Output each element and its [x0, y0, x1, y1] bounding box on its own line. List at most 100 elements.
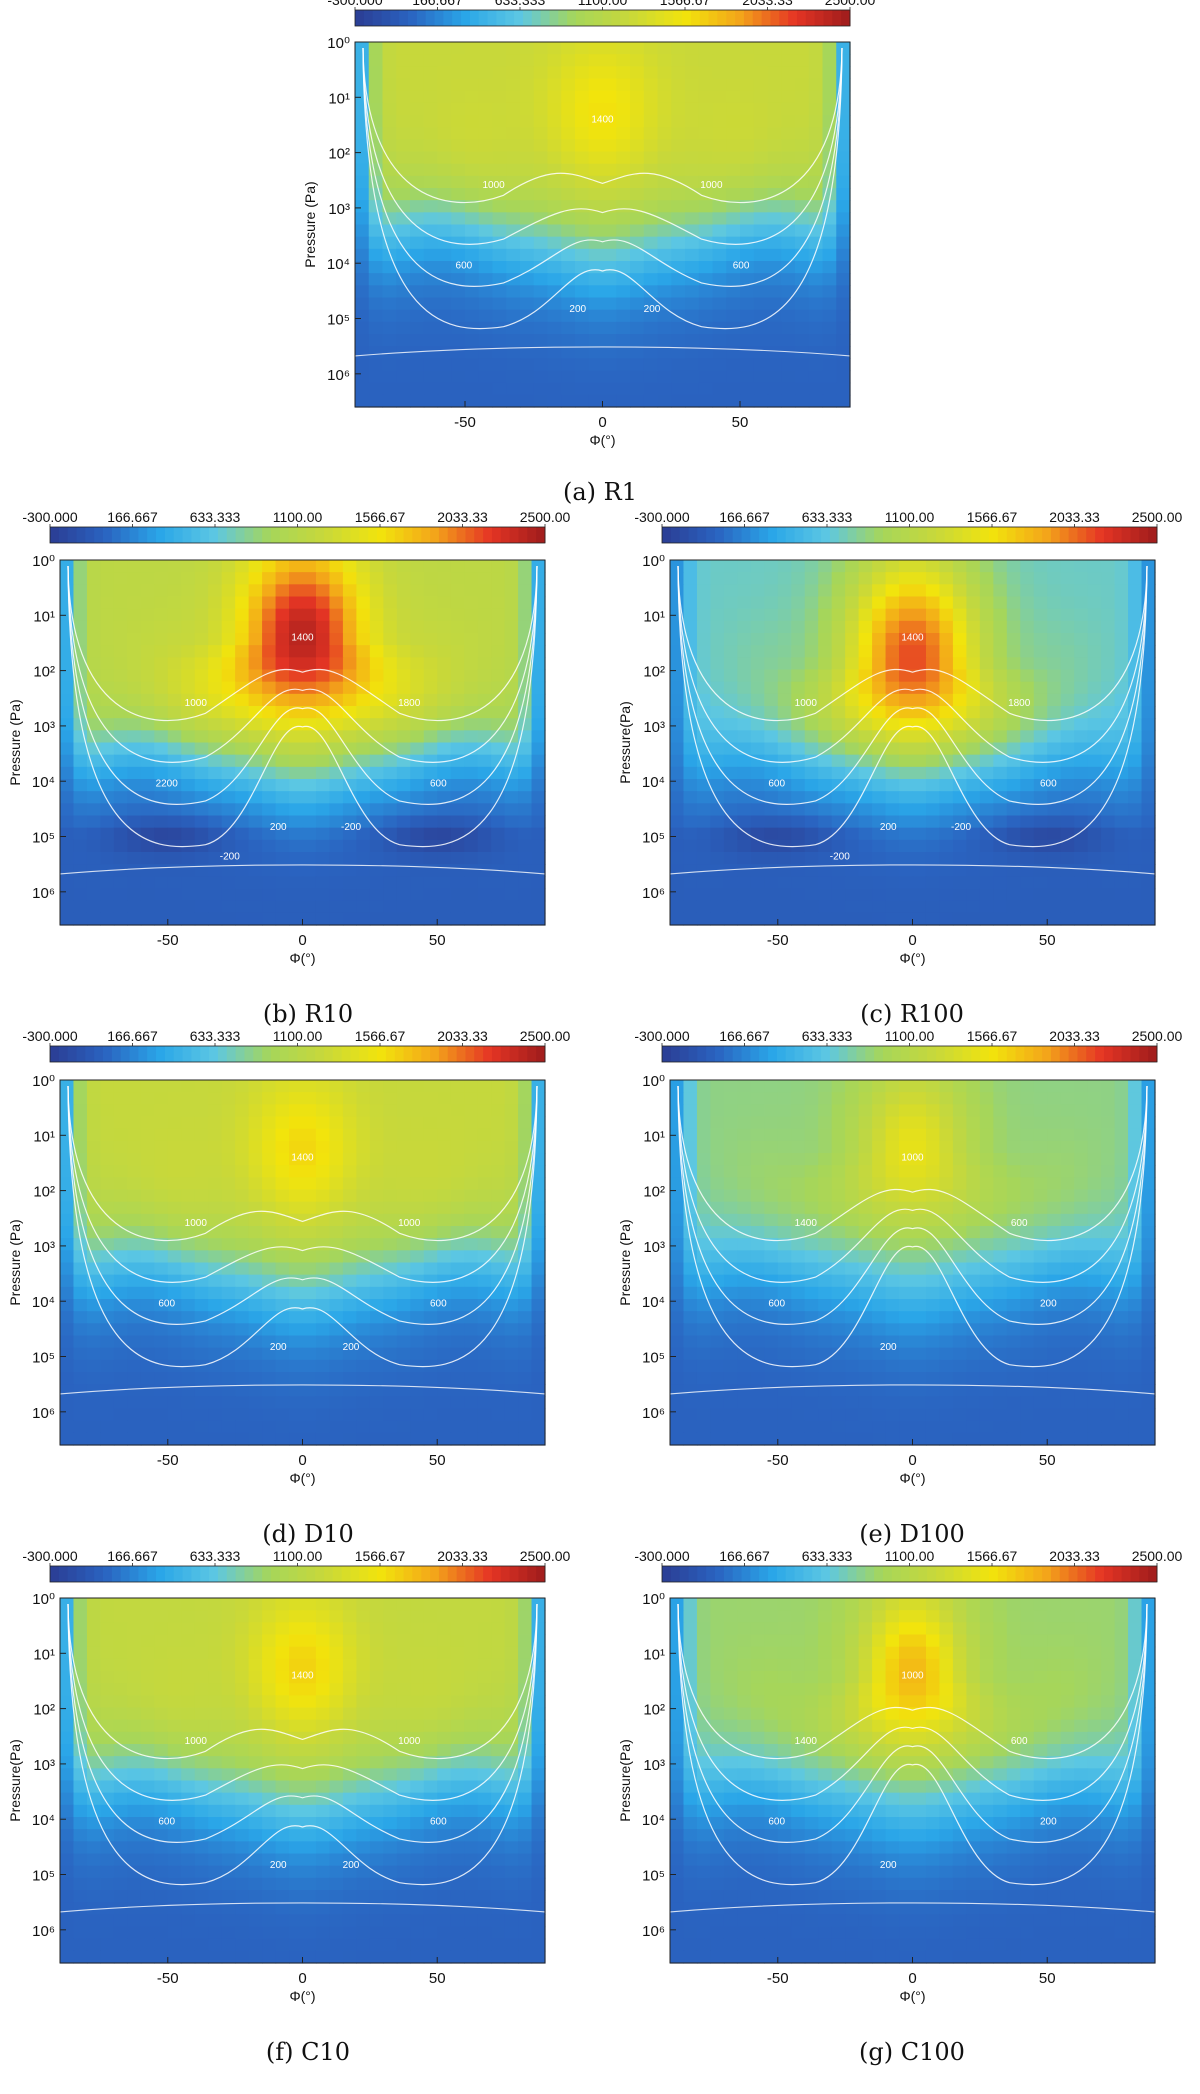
colorbar-segment — [279, 527, 290, 543]
heatmap-cell — [696, 766, 712, 780]
heatmap-cell — [356, 864, 371, 877]
y-tick-label: 10¹ — [33, 1128, 55, 1145]
heatmap-cell — [979, 803, 994, 817]
y-tick-label: 10¹ — [33, 608, 55, 625]
heatmap-cell — [723, 803, 738, 817]
heatmap-cell — [167, 912, 182, 926]
colorbar-segment — [794, 527, 804, 543]
heatmap-cell — [235, 1201, 250, 1215]
heatmap-cell — [533, 285, 549, 299]
heatmap-cell — [235, 912, 250, 926]
heatmap-cell — [464, 1274, 479, 1288]
heatmap-cell — [710, 693, 725, 707]
heatmap-cell — [872, 742, 887, 756]
heatmap-cell — [289, 864, 304, 877]
heatmap-cell — [899, 827, 914, 841]
heatmap-cell — [561, 151, 576, 165]
heatmap-cell — [696, 876, 712, 890]
heatmap-cell — [491, 1140, 506, 1154]
heatmap-cell — [113, 1092, 128, 1105]
heatmap-cell — [753, 66, 769, 80]
heatmap-cell — [925, 584, 941, 598]
heatmap-cell — [764, 608, 779, 622]
heatmap-cell — [993, 718, 1008, 731]
heatmap-cell — [1128, 779, 1143, 792]
heatmap-cell — [1033, 560, 1048, 573]
heatmap-cell — [315, 1359, 331, 1373]
heatmap-cell — [235, 1311, 250, 1324]
heatmap-cell — [248, 1262, 263, 1276]
heatmap-cell — [518, 852, 533, 865]
heatmap-cell — [1114, 888, 1129, 902]
heatmap-cell — [86, 1396, 102, 1410]
heatmap-cell — [73, 791, 88, 804]
heatmap-cell — [181, 1177, 196, 1191]
heatmap-cell — [275, 852, 290, 865]
heatmap-cell — [993, 742, 1008, 756]
heatmap-cell — [315, 1262, 331, 1276]
heatmap-cell — [1060, 803, 1075, 817]
heatmap-cell — [221, 584, 236, 598]
heatmap-cell — [477, 572, 492, 585]
heatmap-cell — [127, 1189, 142, 1203]
heatmap-cell — [181, 1238, 196, 1251]
heatmap-cell — [683, 876, 698, 890]
heatmap-cell — [464, 669, 479, 683]
heatmap-cell — [504, 681, 519, 695]
heatmap-cell — [1141, 742, 1156, 756]
heatmap-cell — [477, 1226, 492, 1239]
heatmap-cell — [356, 596, 371, 610]
heatmap-cell — [836, 175, 851, 189]
heatmap-cell — [437, 1274, 452, 1288]
heatmap-cell — [423, 175, 439, 189]
heatmap-cell — [1087, 681, 1102, 695]
heatmap-cell — [777, 620, 792, 634]
heatmap-cell — [520, 66, 535, 80]
heatmap-cell — [262, 1274, 277, 1288]
heatmap-cell — [1060, 572, 1075, 585]
colorbar-tick-label: 2033.33 — [742, 0, 793, 8]
heatmap-cell — [383, 1250, 398, 1264]
heatmap-cell — [423, 827, 438, 841]
heatmap-cell — [423, 584, 438, 598]
heatmap-cell — [764, 1080, 779, 1093]
heatmap-cell — [504, 1420, 519, 1434]
heatmap-cell — [764, 560, 779, 573]
heatmap-cell — [1047, 864, 1062, 877]
heatmap-cell — [710, 608, 725, 622]
heatmap-cell — [73, 1384, 88, 1397]
heatmap-cell — [73, 912, 88, 926]
heatmap-cell — [275, 596, 290, 610]
colorbar-segment — [803, 1046, 813, 1062]
heatmap-cell — [504, 1274, 519, 1288]
colorbar-segment — [244, 1046, 254, 1062]
heatmap-cell — [208, 1286, 223, 1300]
colorbar-segment — [856, 527, 866, 543]
heatmap-cell — [410, 657, 425, 671]
heatmap-cell — [561, 285, 576, 299]
heatmap-cell — [208, 693, 223, 707]
contour-line — [354, 346, 851, 357]
heatmap-cell — [1101, 1104, 1116, 1118]
colorbar-segment — [679, 527, 690, 543]
heatmap-cell — [1141, 888, 1156, 902]
heatmap-cell — [818, 852, 833, 865]
heatmap-cell — [979, 669, 994, 683]
heatmap-cell — [248, 852, 263, 865]
heatmap-cell — [248, 1335, 263, 1349]
heatmap-cell — [1074, 876, 1089, 890]
heatmap-cell — [872, 620, 887, 634]
heatmap-cell — [154, 1323, 169, 1337]
y-tick-label: 10¹ — [328, 90, 350, 107]
heatmap-cell — [939, 766, 954, 780]
heatmap-cell — [437, 1311, 452, 1324]
y-tick-label: 10⁶ — [327, 367, 350, 384]
heatmap-cell — [437, 839, 452, 853]
colorbar-segment — [1059, 1046, 1070, 1062]
heatmap-cell — [356, 1226, 371, 1239]
heatmap-cell — [533, 236, 549, 250]
heatmap-cell — [423, 285, 439, 299]
heatmap-cell — [777, 669, 792, 683]
heatmap-cell — [248, 766, 263, 780]
heatmap-cell — [1006, 1116, 1021, 1130]
